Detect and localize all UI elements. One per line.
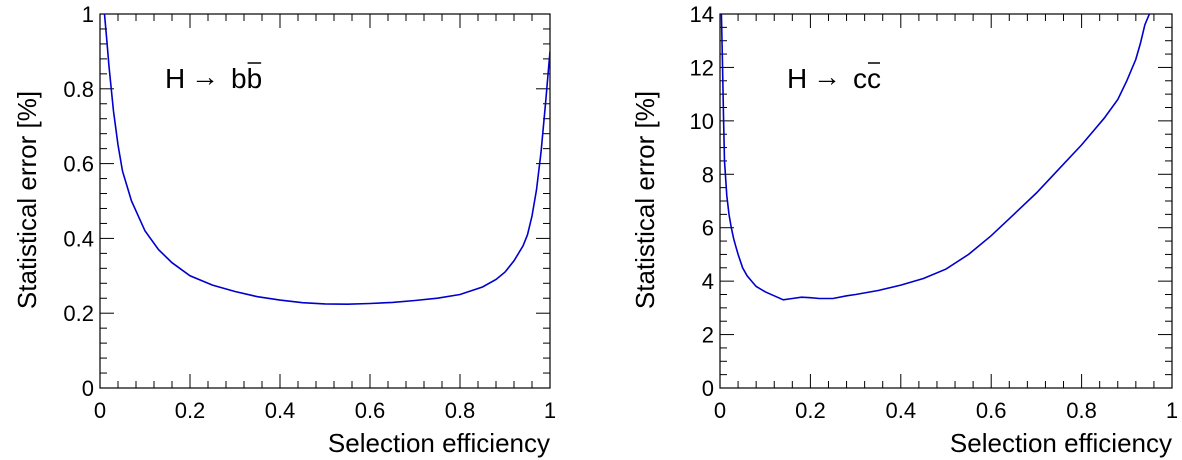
process-annotation: H → bb: [165, 61, 262, 94]
x-tick-label: 0.6: [355, 398, 386, 423]
y-tick-label: 0.4: [63, 226, 94, 251]
x-tick-label: 0.4: [886, 398, 917, 423]
annotation-prefix: H: [787, 63, 807, 94]
y-tick-label: 10: [690, 109, 714, 134]
x-tick-label: 0.4: [265, 398, 296, 423]
plot-frame: [99, 13, 551, 389]
x-axis-title: Selection efficiency: [328, 428, 550, 458]
y-tick-label: 1: [82, 2, 94, 27]
y-tick-label: 4: [702, 269, 714, 294]
series-line-1: [720, 14, 1151, 301]
x-tick-label: 1: [1166, 398, 1178, 423]
annotation-text: cc: [853, 63, 881, 94]
y-axis-title: Statistical error [%]: [12, 91, 42, 309]
x-tick-label: 0.2: [795, 398, 826, 423]
chart-panel-1: 0 0.2 0.4 0.6 0.8 1 0 0.2 0.4 0.6 0.8 1 Selection ef…: [12, 2, 556, 458]
y-tick-label: 0: [702, 376, 714, 401]
y-tick-label: 12: [690, 55, 714, 80]
y-tick-label: 6: [702, 216, 714, 241]
x-tick-label: 0: [714, 398, 726, 423]
y-tick-label: 0: [82, 376, 94, 401]
y-tick-label: 8: [702, 162, 714, 187]
y-tick-label: 14: [690, 2, 714, 27]
x-axis-title: Selection efficiency: [950, 428, 1172, 458]
annotation-arrow: →: [813, 61, 841, 92]
y-tick-label: 0.8: [63, 77, 94, 102]
y-tick-label: 0.2: [63, 301, 94, 326]
y-tick-label: 2: [702, 323, 714, 348]
x-tick-label: 0.2: [175, 398, 206, 423]
x-tick-label: 0.8: [1066, 398, 1097, 423]
y-tick-label: 0.6: [63, 152, 94, 177]
process-annotation: H → cc: [787, 61, 881, 94]
x-tick-label: 0: [94, 398, 106, 423]
annotation-prefix: H: [165, 63, 185, 94]
x-tick-label: 0.6: [976, 398, 1007, 423]
x-tick-label: 1: [544, 398, 556, 423]
x-tick-label: 0.8: [445, 398, 476, 423]
annotation-text: bb: [231, 63, 262, 94]
series-line-1: [103, 14, 550, 306]
y-axis-title: Statistical error [%]: [630, 91, 660, 309]
annotation-arrow: →: [191, 61, 219, 92]
